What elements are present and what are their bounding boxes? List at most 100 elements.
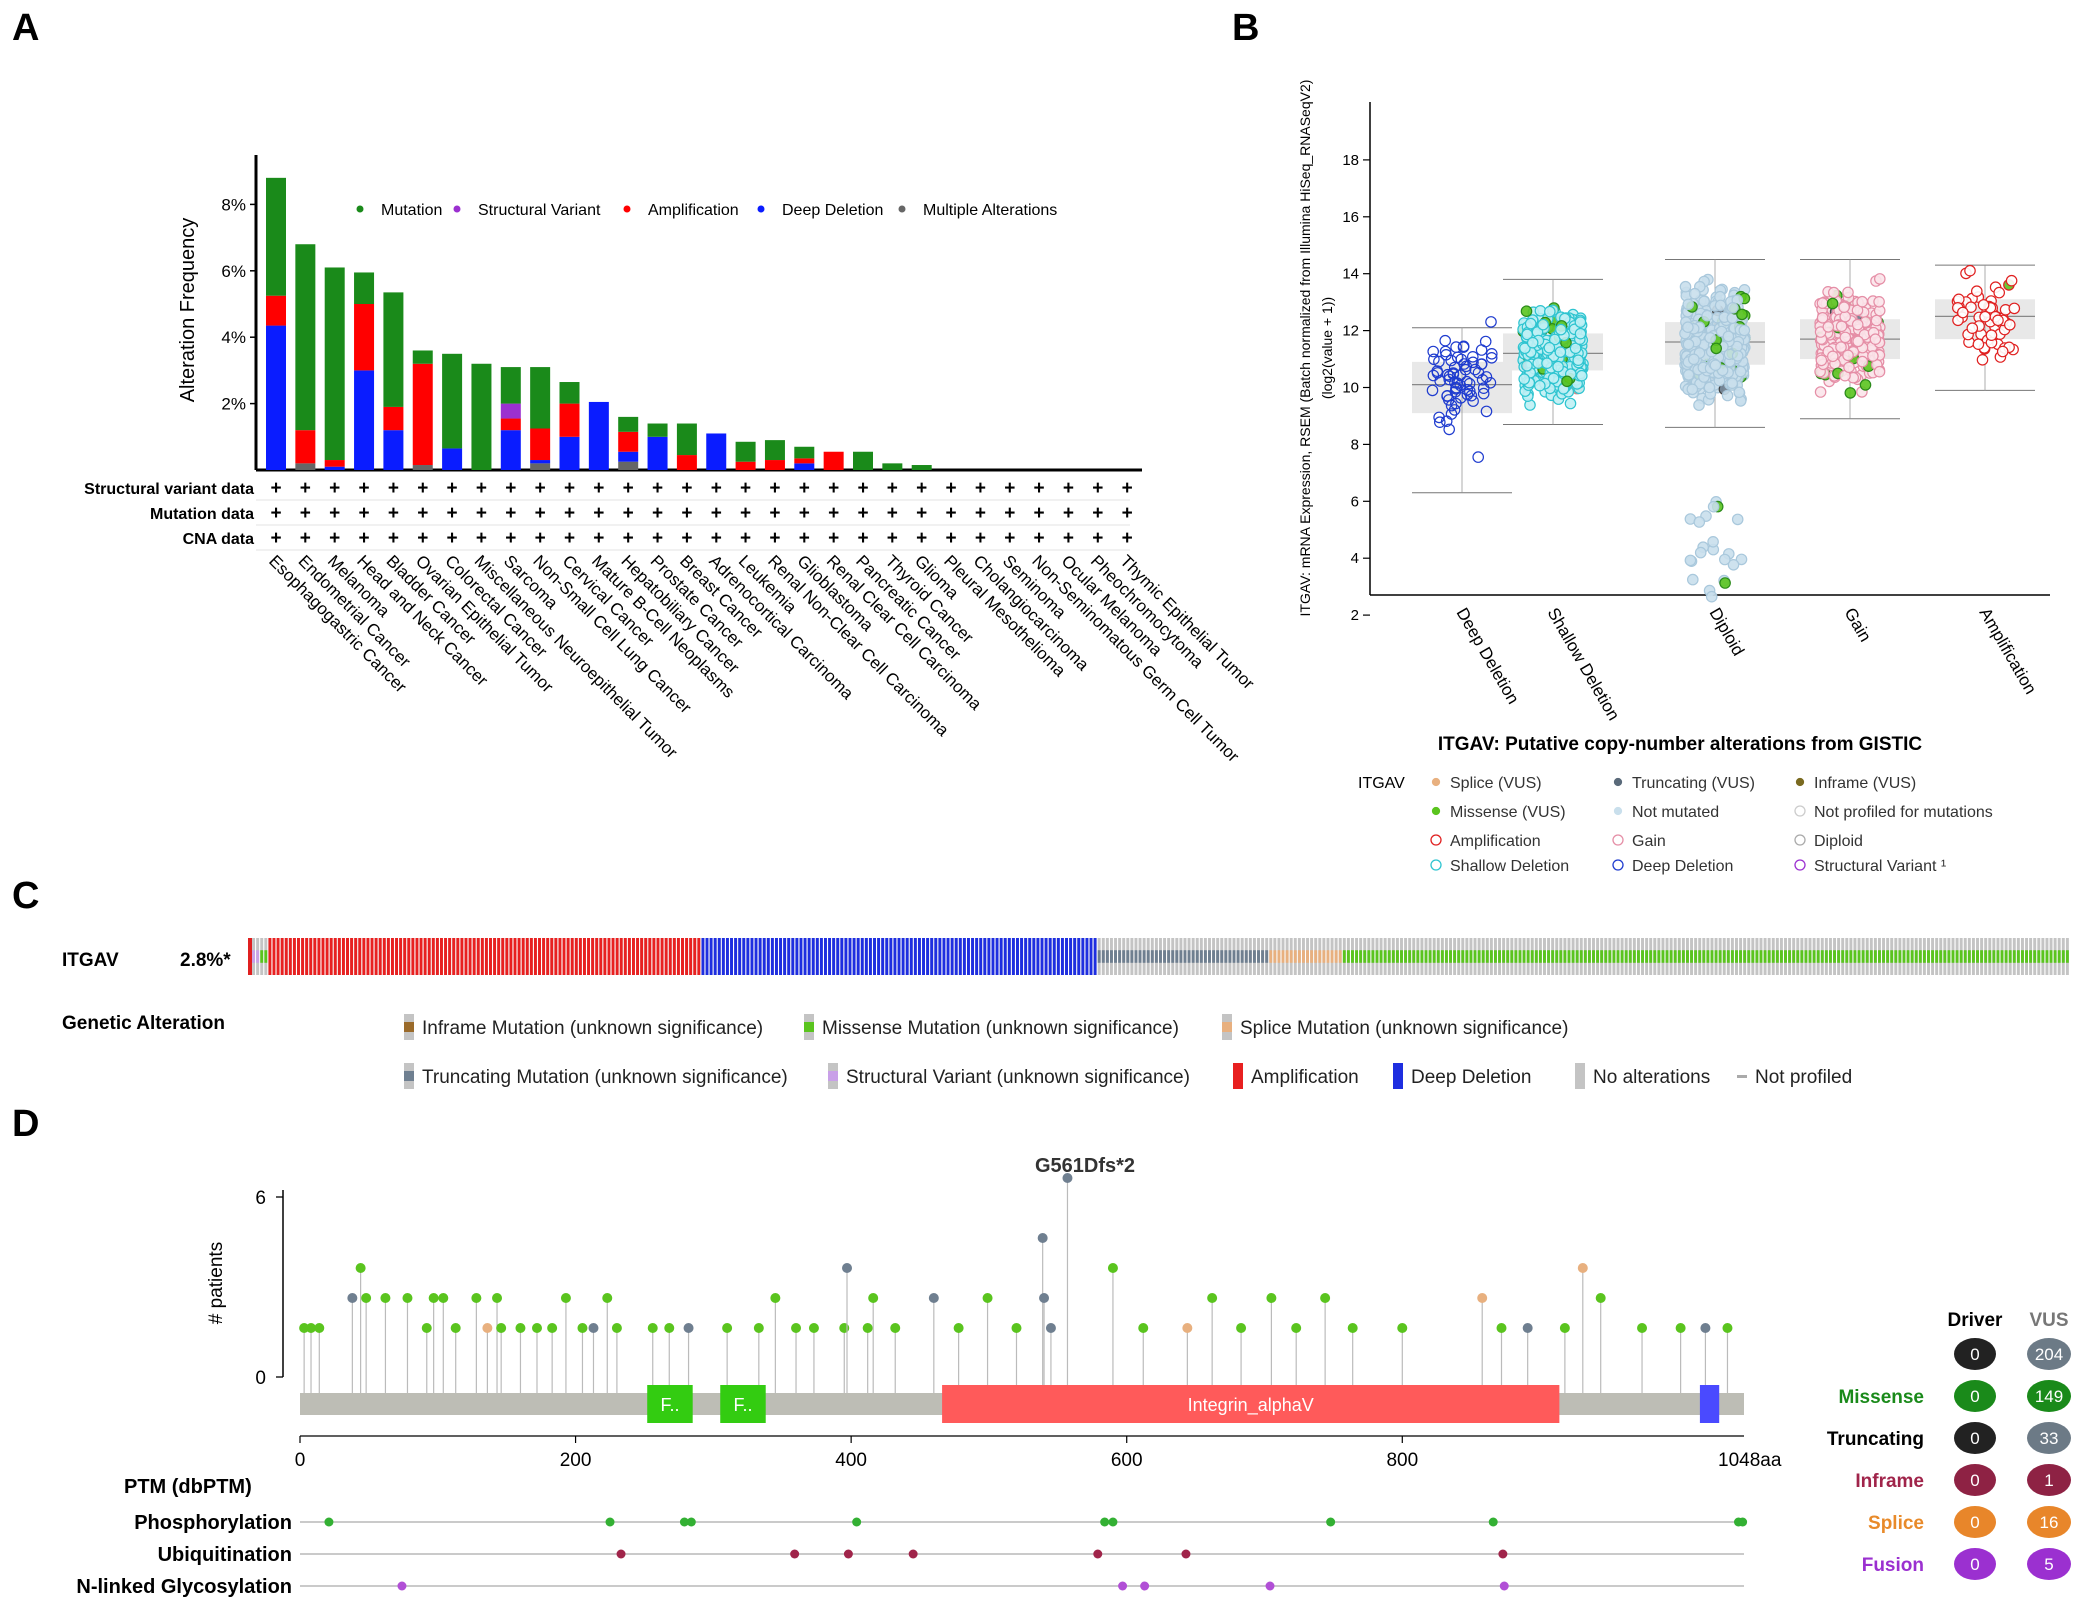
oncoprint-mutation-cell (1273, 950, 1277, 963)
oncoprint-cna-cell (1060, 938, 1064, 975)
data-point (1727, 558, 1740, 571)
data-point (1873, 365, 1886, 378)
legend-swatch (1233, 1063, 1243, 1089)
oncoprint-mutation-cell (1718, 950, 1722, 963)
oncoprint-cna-cell (795, 938, 799, 975)
oncoprint-mutation-cell (1301, 950, 1305, 963)
oncoprint-mutation-cell (1232, 950, 1236, 963)
oncoprint-mutation-cell (1334, 950, 1338, 963)
oncoprint-mutation-cell (1457, 950, 1461, 963)
data-point (1433, 411, 1445, 424)
oncoprint-cna-cell (656, 938, 660, 975)
oncoprint-mutation-cell (1820, 950, 1824, 963)
ptm-site (1118, 1581, 1128, 1591)
data-point (1464, 385, 1476, 397)
data-point (1447, 367, 1460, 379)
data-point (1441, 368, 1454, 381)
bar-segment (618, 461, 639, 470)
y-tick-label: 0 (255, 1368, 266, 1389)
oncoprint-cna-cell (844, 938, 848, 975)
data-availability-mark: + (1034, 528, 1045, 549)
oncoprint-cna-cell (717, 938, 721, 975)
oncoprint-cna-cell (975, 938, 979, 975)
data-availability-mark: + (916, 528, 927, 549)
lollipop-head (1037, 1233, 1048, 1243)
lollipop-head (791, 1323, 802, 1333)
data-point (1687, 573, 1699, 586)
oncoprint-mutation-cell (1935, 950, 1939, 963)
oncoprint-mutation-cell (1747, 950, 1751, 963)
bar-segment (295, 244, 316, 431)
oncoprint-cna-cell (791, 938, 795, 975)
counts-header-driver: Driver (1948, 1310, 2004, 1331)
lollipop-head (1107, 1263, 1118, 1273)
ptm-track-label: Ubiquitination (158, 1544, 292, 1566)
oncoprint-mutation-cell (1681, 950, 1685, 963)
legend-marker (1431, 806, 1441, 816)
oncoprint-cna-cell (758, 938, 762, 975)
data-availability-mark: + (300, 503, 311, 524)
oncoprint-mutation-cell (1416, 950, 1420, 963)
oncoprint-cna-cell (938, 938, 942, 975)
x-axis-title: ITGAV: Putative copy-number alterations … (1438, 734, 1923, 755)
legend-label: Amplification (648, 202, 739, 219)
lollipop-head (515, 1323, 526, 1333)
panel-a-cancer-type-bar-chart: 8% 6% 4% 2% Alteration Frequency Mutation Stru… (84, 155, 1258, 766)
x-tick-label: 0 (295, 1450, 306, 1471)
data-point (1574, 316, 1587, 328)
oncoprint-mutation-cell (1665, 950, 1669, 963)
data-availability-mark: + (916, 478, 927, 499)
x-tick-label: 400 (835, 1450, 867, 1471)
oncoprint-mutation-cell (1216, 950, 1220, 963)
oncoprint-mutation-cell (1498, 950, 1502, 963)
oncoprint-mutation-cell (1485, 950, 1489, 963)
oncoprint-mutation-cell (1800, 950, 1804, 963)
oncoprint-mutation-cell (1951, 950, 1955, 963)
legend-swatch-mark (828, 1071, 838, 1081)
data-availability-mark: + (1122, 503, 1133, 524)
legend-label: Not mutated (1632, 804, 1719, 821)
oncoprint-mutation-cell (1269, 950, 1273, 963)
oncoprint-mutation-cell (1612, 950, 1616, 963)
oncoprint-cna-cell (967, 938, 970, 975)
oncoprint-cna-cell (709, 938, 713, 975)
oncoprint-mutation-cell (1575, 950, 1579, 963)
oncoprint-mutation-cell (1767, 950, 1771, 963)
data-availability-mark: + (799, 503, 810, 524)
oncoprint-mutation-cell (1171, 950, 1175, 963)
oncoprint-cna-cell (403, 938, 407, 975)
bar-segment (530, 428, 551, 461)
bar-segment (412, 363, 433, 466)
oncoprint-cna-cell (832, 938, 836, 975)
oncoprint-cna-cell (464, 938, 468, 975)
oncoprint-cna-cell (566, 938, 570, 975)
data-point (1707, 500, 1720, 513)
data-point (1816, 311, 1829, 324)
oncoprint-mutation-cell (1636, 950, 1640, 963)
oncoprint-mutation-cell (1865, 950, 1869, 963)
data-availability-mark: + (916, 503, 927, 524)
lollipop-head (1011, 1323, 1022, 1333)
vus-count-badge (2027, 1422, 2071, 1454)
data-point (1572, 354, 1584, 366)
legend-marker (1430, 834, 1442, 846)
oncoprint-mutation-cell (1134, 950, 1138, 963)
data-availability-mark: + (535, 503, 546, 524)
oncoprint-mutation-cell (2012, 950, 2016, 963)
bar-segment (676, 455, 697, 470)
data-availability-mark: + (358, 478, 369, 499)
oncoprint-cna-cell (1020, 938, 1024, 975)
bar-segment (324, 460, 345, 467)
oncoprint-cna-cell (509, 938, 513, 975)
ptm-site (1108, 1517, 1118, 1527)
oncoprint-cna-cell (856, 938, 860, 975)
lollipop-head (1236, 1323, 1247, 1333)
lollipop-head (1347, 1323, 1358, 1333)
data-point (1856, 295, 1868, 308)
lollipop-head (1062, 1173, 1073, 1183)
oncoprint-mutation-cell (1735, 950, 1738, 963)
oncoprint-cna-cell (587, 938, 591, 975)
y-tick-label: 16 (1342, 209, 1359, 226)
oncoprint-mutation-cell (1669, 950, 1673, 963)
category-label: Gain (1841, 605, 1875, 646)
